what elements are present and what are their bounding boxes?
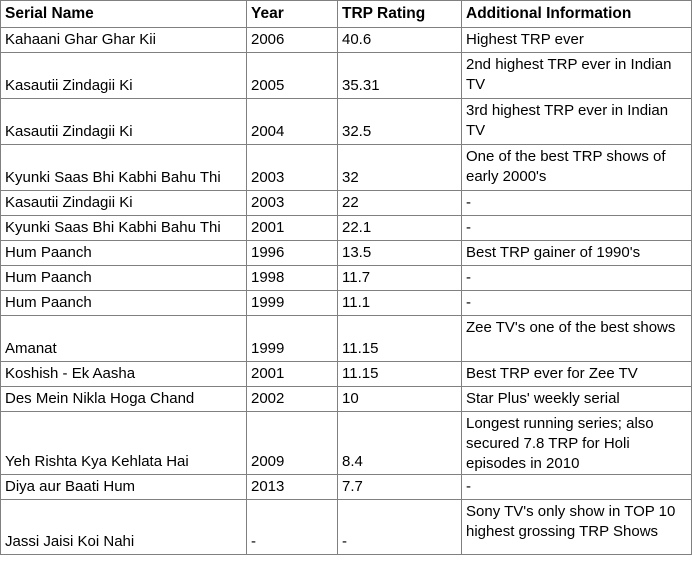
cell-year: 1999 [246, 290, 338, 316]
cell-trp-rating: 40.6 [337, 27, 462, 53]
cell-serial-name: Diya aur Baati Hum [0, 474, 247, 500]
cell-serial-name: Jassi Jaisi Koi Nahi [0, 499, 247, 555]
cell-year: - [246, 499, 338, 555]
table-row: Kasautii Zindagii Ki 2003 22 - [0, 190, 692, 216]
table-row: Kahaani Ghar Ghar Kii 2006 40.6 Highest … [0, 27, 692, 53]
table-row: Hum Paanch 1996 13.5 Best TRP gainer of … [0, 240, 692, 266]
cell-additional-info: - [461, 190, 692, 216]
cell-year: 2001 [246, 215, 338, 241]
table-row: Hum Paanch 1998 11.7 - [0, 265, 692, 291]
table-row: Diya aur Baati Hum 2013 7.7 - [0, 474, 692, 500]
cell-serial-name: Koshish - Ek Aasha [0, 361, 247, 387]
cell-trp-rating: 8.4 [337, 411, 462, 475]
cell-trp-rating: 11.1 [337, 290, 462, 316]
cell-additional-info: - [461, 290, 692, 316]
cell-year: 2003 [246, 190, 338, 216]
cell-serial-name: Kasautii Zindagii Ki [0, 98, 247, 145]
cell-trp-rating: 22 [337, 190, 462, 216]
table-row: Amanat 1999 11.15 Zee TV's one of the be… [0, 315, 692, 362]
cell-year: 2009 [246, 411, 338, 475]
cell-trp-rating: 11.15 [337, 361, 462, 387]
table-row: Yeh Rishta Kya Kehlata Hai 2009 8.4 Long… [0, 411, 692, 475]
table-row: Koshish - Ek Aasha 2001 11.15 Best TRP e… [0, 361, 692, 387]
cell-serial-name: Amanat [0, 315, 247, 362]
cell-serial-name: Yeh Rishta Kya Kehlata Hai [0, 411, 247, 475]
cell-serial-name: Des Mein Nikla Hoga Chand [0, 386, 247, 412]
header-serial-name: Serial Name [0, 0, 247, 28]
cell-additional-info: Longest running series; also secured 7.8… [461, 411, 692, 475]
cell-year: 2006 [246, 27, 338, 53]
cell-additional-info: Sony TV's only show in TOP 10 highest gr… [461, 499, 692, 555]
table-row: Des Mein Nikla Hoga Chand 2002 10 Star P… [0, 386, 692, 412]
table-row: Kyunki Saas Bhi Kabhi Bahu Thi 2003 32 O… [0, 144, 692, 191]
cell-year: 2004 [246, 98, 338, 145]
cell-year: 2005 [246, 52, 338, 99]
cell-year: 2002 [246, 386, 338, 412]
cell-additional-info: One of the best TRP shows of early 2000'… [461, 144, 692, 191]
table-row: Hum Paanch 1999 11.1 - [0, 290, 692, 316]
cell-trp-rating: 10 [337, 386, 462, 412]
cell-additional-info: 3rd highest TRP ever in Indian TV [461, 98, 692, 145]
cell-trp-rating: 7.7 [337, 474, 462, 500]
cell-trp-rating: 22.1 [337, 215, 462, 241]
cell-serial-name: Kyunki Saas Bhi Kabhi Bahu Thi [0, 215, 247, 241]
cell-serial-name: Kasautii Zindagii Ki [0, 190, 247, 216]
header-additional-information: Additional Information [461, 0, 692, 28]
cell-serial-name: Hum Paanch [0, 240, 247, 266]
cell-year: 2003 [246, 144, 338, 191]
cell-serial-name: Kyunki Saas Bhi Kabhi Bahu Thi [0, 144, 247, 191]
cell-additional-info: Best TRP gainer of 1990's [461, 240, 692, 266]
table-row: Kasautii Zindagii Ki 2004 32.5 3rd highe… [0, 98, 692, 145]
header-row: Serial Name Year TRP Rating Additional I… [0, 0, 692, 28]
cell-serial-name: Kahaani Ghar Ghar Kii [0, 27, 247, 53]
cell-year: 1999 [246, 315, 338, 362]
cell-trp-rating: 32 [337, 144, 462, 191]
cell-year: 2013 [246, 474, 338, 500]
cell-additional-info: - [461, 215, 692, 241]
header-year: Year [246, 0, 338, 28]
cell-serial-name: Hum Paanch [0, 265, 247, 291]
cell-trp-rating: 11.15 [337, 315, 462, 362]
cell-additional-info: Best TRP ever for Zee TV [461, 361, 692, 387]
cell-additional-info: - [461, 474, 692, 500]
cell-trp-rating: - [337, 499, 462, 555]
table-row: Jassi Jaisi Koi Nahi - - Sony TV's only … [0, 499, 692, 555]
cell-additional-info: 2nd highest TRP ever in Indian TV [461, 52, 692, 99]
cell-trp-rating: 32.5 [337, 98, 462, 145]
cell-serial-name: Kasautii Zindagii Ki [0, 52, 247, 99]
cell-additional-info: - [461, 265, 692, 291]
cell-serial-name: Hum Paanch [0, 290, 247, 316]
trp-table: Serial Name Year TRP Rating Additional I… [0, 0, 692, 555]
cell-year: 2001 [246, 361, 338, 387]
cell-year: 1996 [246, 240, 338, 266]
cell-trp-rating: 13.5 [337, 240, 462, 266]
table-row: Kyunki Saas Bhi Kabhi Bahu Thi 2001 22.1… [0, 215, 692, 241]
cell-trp-rating: 11.7 [337, 265, 462, 291]
cell-additional-info: Star Plus' weekly serial [461, 386, 692, 412]
cell-additional-info: Zee TV's one of the best shows [461, 315, 692, 362]
cell-additional-info: Highest TRP ever [461, 27, 692, 53]
cell-year: 1998 [246, 265, 338, 291]
header-trp-rating: TRP Rating [337, 0, 462, 28]
cell-trp-rating: 35.31 [337, 52, 462, 99]
table-row: Kasautii Zindagii Ki 2005 35.31 2nd high… [0, 52, 692, 99]
